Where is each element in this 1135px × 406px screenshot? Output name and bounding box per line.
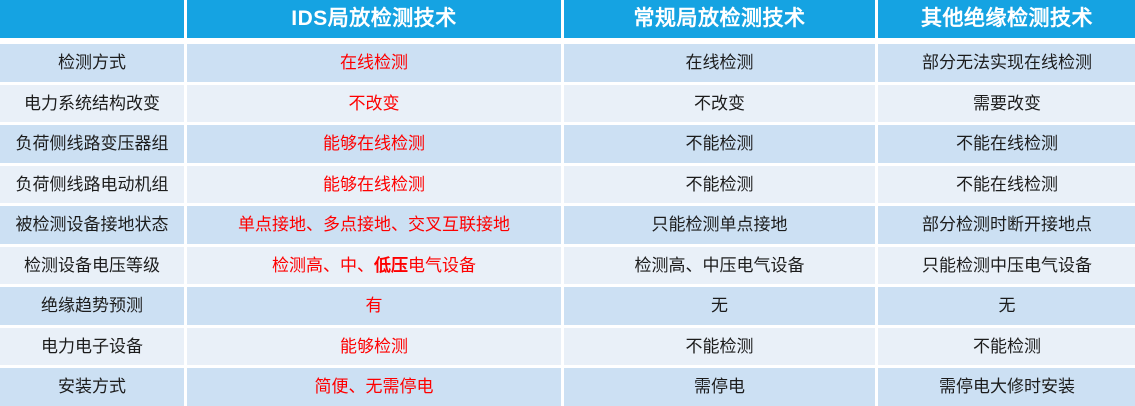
cell-other-technology: 无 bbox=[878, 287, 1135, 325]
row-label: 负荷侧线路电动机组 bbox=[0, 165, 184, 204]
row-label: 安装方式 bbox=[0, 368, 184, 406]
cell-conventional-technology: 无 bbox=[564, 287, 875, 325]
header-cell-conventional-technology: 常规局放检测技术 bbox=[564, 0, 875, 38]
cell-other-technology: 不能在线检测 bbox=[878, 125, 1135, 163]
cell-other-technology: 不能检测 bbox=[878, 327, 1135, 366]
ids-cell-text-segment: 单点接地、多点接地、交叉互联接地 bbox=[238, 215, 510, 235]
row-label: 负荷侧线路变压器组 bbox=[0, 125, 184, 163]
cell-ids-technology: 不改变 bbox=[187, 84, 561, 123]
ids-cell-text-segment: 简便、无需停电 bbox=[314, 377, 434, 397]
cell-other-technology: 需停电大修时安装 bbox=[878, 368, 1135, 406]
ids-cell-text-segment: 低压 bbox=[374, 255, 408, 275]
cell-ids-technology: 能够在线检测 bbox=[187, 165, 561, 204]
cell-other-technology: 部分无法实现在线检测 bbox=[878, 44, 1135, 82]
row-label: 绝缘趋势预测 bbox=[0, 287, 184, 325]
cell-conventional-technology: 不能检测 bbox=[564, 165, 875, 204]
header-cell-other-technology: 其他绝缘检测技术 bbox=[878, 0, 1135, 38]
cell-ids-technology: 简便、无需停电 bbox=[187, 368, 561, 406]
ids-cell-text-segment: 电气设备 bbox=[408, 255, 476, 275]
row-label: 电力电子设备 bbox=[0, 327, 184, 366]
ids-cell-text-segment: 不改变 bbox=[348, 93, 400, 113]
cell-ids-technology: 能够检测 bbox=[187, 327, 561, 366]
row-label: 被检测设备接地状态 bbox=[0, 206, 184, 244]
ids-cell-text-segment: 能够在线检测 bbox=[323, 134, 425, 154]
row-label: 检测方式 bbox=[0, 44, 184, 82]
cell-conventional-technology: 检测高、中压电气设备 bbox=[564, 246, 875, 285]
cell-conventional-technology: 不能检测 bbox=[564, 327, 875, 366]
row-label: 电力系统结构改变 bbox=[0, 84, 184, 123]
ids-cell-text-segment: 在线检测 bbox=[340, 53, 408, 72]
cell-ids-technology: 在线检测 bbox=[187, 44, 561, 82]
ids-cell-text-segment: 能够在线检测 bbox=[323, 174, 425, 194]
cell-ids-technology: 有 bbox=[187, 287, 561, 325]
cell-conventional-technology: 不能检测 bbox=[564, 125, 875, 163]
cell-conventional-technology: 不改变 bbox=[564, 84, 875, 123]
cell-other-technology: 只能检测中压电气设备 bbox=[878, 246, 1135, 285]
cell-ids-technology: 单点接地、多点接地、交叉互联接地 bbox=[187, 206, 561, 244]
cell-conventional-technology: 在线检测 bbox=[564, 44, 875, 82]
ids-cell-text-segment: 能够检测 bbox=[340, 336, 408, 356]
cell-ids-technology: 检测高、中、 低压 电气设备 bbox=[187, 246, 561, 285]
cell-ids-technology: 能够在线检测 bbox=[187, 125, 561, 163]
cell-other-technology: 部分检测时断开接地点 bbox=[878, 206, 1135, 244]
header-cell-ids-technology: IDS局放检测技术 bbox=[187, 0, 561, 38]
cell-other-technology: 需要改变 bbox=[878, 84, 1135, 123]
header-cell-corner bbox=[0, 0, 184, 38]
cell-other-technology: 不能在线检测 bbox=[878, 165, 1135, 204]
cell-conventional-technology: 需停电 bbox=[564, 368, 875, 406]
row-label: 检测设备电压等级 bbox=[0, 246, 184, 285]
ids-cell-text-segment: 有 bbox=[365, 296, 383, 316]
cell-conventional-technology: 只能检测单点接地 bbox=[564, 206, 875, 244]
ids-cell-text-segment: 检测高、中、 bbox=[272, 255, 374, 275]
